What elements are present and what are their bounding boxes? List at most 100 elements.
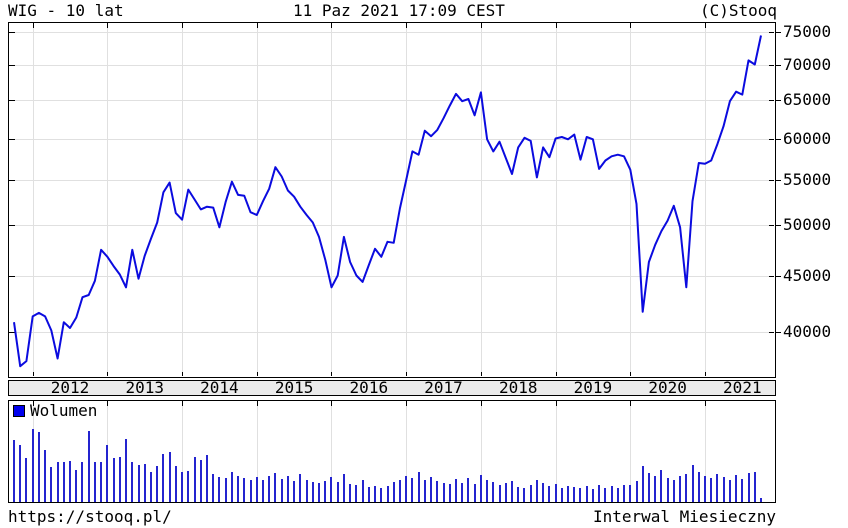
chart-datetime: 11 Paz 2021 17:09 CEST <box>293 1 505 20</box>
volume-bar <box>355 485 357 502</box>
volume-bar <box>299 474 301 502</box>
volume-bar <box>44 450 46 502</box>
volume-bar <box>306 480 308 502</box>
volume-bar <box>113 458 115 502</box>
volume-bar <box>94 462 96 502</box>
volume-bar <box>555 484 557 502</box>
volume-bar <box>604 488 606 502</box>
x-axis-year-label: 2019 <box>573 378 613 397</box>
volume-bar <box>387 486 389 502</box>
volume-bar <box>754 472 756 502</box>
volume-bar <box>268 476 270 502</box>
volume-legend-label: Wolumen <box>30 401 98 420</box>
volume-bar <box>243 478 245 502</box>
volume-bar <box>523 488 525 502</box>
volume-bar <box>119 457 121 502</box>
volume-bar <box>548 486 550 502</box>
volume-bar <box>19 445 21 502</box>
volume-bar <box>362 480 364 502</box>
volume-bar <box>455 479 457 502</box>
volume-bar <box>505 483 507 502</box>
volume-bar <box>592 489 594 502</box>
volume-bar <box>181 472 183 502</box>
volume-bar <box>598 485 600 502</box>
volume-bar <box>411 478 413 502</box>
volume-bar <box>380 488 382 502</box>
volume-bar <box>467 478 469 502</box>
volume-bar <box>231 472 233 502</box>
volume-bar <box>63 462 65 502</box>
volume-bar <box>729 480 731 502</box>
volume-bar <box>57 462 59 502</box>
volume-bar <box>623 485 625 502</box>
y-axis-label: 45000 <box>783 265 832 285</box>
volume-bar <box>517 487 519 502</box>
volume-bar <box>499 485 501 502</box>
stooq-url-link[interactable]: https://stooq.pl/ <box>8 507 172 526</box>
x-axis-year-label: 2018 <box>498 378 538 397</box>
y-axis-label: 40000 <box>783 321 832 341</box>
y-axis-label: 70000 <box>783 55 832 75</box>
volume-bar <box>225 478 227 502</box>
volume-bar <box>131 462 133 502</box>
volume-bar <box>673 480 675 502</box>
volume-bar <box>642 466 644 502</box>
volume-bar <box>349 484 351 502</box>
volume-bar <box>218 477 220 502</box>
volume-bar <box>374 486 376 502</box>
volume-bar <box>710 478 712 502</box>
volume-bar <box>81 462 83 502</box>
volume-bar <box>436 481 438 502</box>
volume-legend-square-icon <box>13 404 25 417</box>
volume-bar <box>430 477 432 502</box>
y-axis-label: 65000 <box>783 90 832 110</box>
volume-bar <box>237 476 239 502</box>
volume-bar <box>330 477 332 502</box>
volume-bar <box>723 477 725 502</box>
copyright-label: (C)Stooq <box>699 1 777 20</box>
volume-bar <box>162 454 164 502</box>
volume-bar <box>748 473 750 502</box>
volume-bar <box>287 476 289 502</box>
volume-bar <box>741 479 743 502</box>
price-chart-plot <box>8 22 781 378</box>
volume-bar <box>542 483 544 502</box>
volume-bar <box>318 483 320 502</box>
volume-bar <box>274 473 276 502</box>
volume-bar <box>692 465 694 502</box>
volume-bar <box>281 479 283 502</box>
volume-bar <box>654 476 656 502</box>
volume-bar <box>100 462 102 502</box>
volume-bar <box>573 487 575 502</box>
volume-bar <box>106 445 108 502</box>
volume-bar <box>461 483 463 502</box>
volume-bar <box>125 439 127 502</box>
volume-bar <box>418 472 420 502</box>
chart-title: WIG - 10 lat <box>8 1 124 20</box>
volume-legend: Wolumen <box>13 401 98 420</box>
volume-bar <box>660 470 662 502</box>
y-axis-label: 75000 <box>783 22 832 42</box>
volume-bar <box>187 471 189 502</box>
interval-label: Interwal Miesieczny <box>592 507 776 526</box>
volume-bar <box>13 440 15 502</box>
volume-bar <box>530 485 532 502</box>
volume-bar <box>343 474 345 502</box>
x-axis-year-strip <box>8 380 776 396</box>
volume-bar <box>636 481 638 502</box>
volume-bar <box>579 488 581 502</box>
volume-bar <box>698 472 700 502</box>
volume-bar <box>69 461 71 502</box>
volume-bar <box>256 477 258 502</box>
volume-bar <box>536 480 538 502</box>
x-axis-year-label: 2015 <box>274 378 314 397</box>
volume-bar <box>32 429 34 502</box>
x-axis-year-label: 2021 <box>723 378 762 397</box>
volume-bar <box>443 483 445 502</box>
y-axis-label: 55000 <box>783 169 832 189</box>
volume-bar <box>735 475 737 502</box>
volume-bar <box>262 480 264 502</box>
volume-bar <box>474 484 476 502</box>
volume-bar <box>567 486 569 502</box>
